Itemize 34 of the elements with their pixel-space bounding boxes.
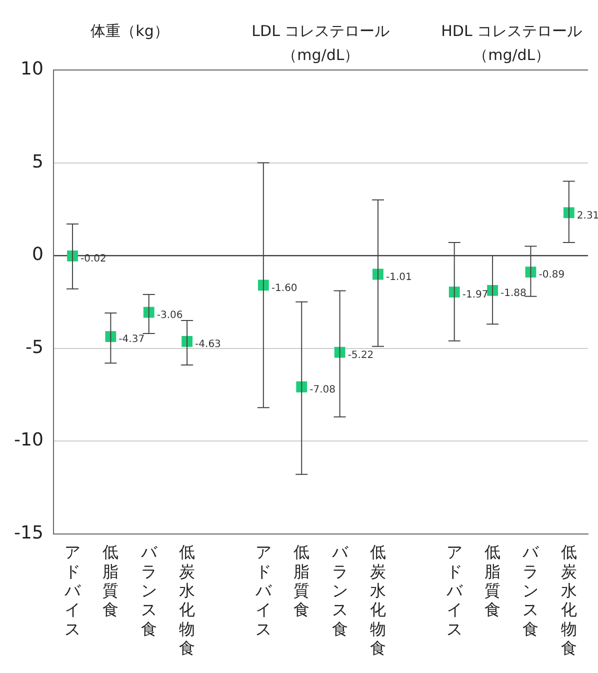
data-label: -1.88 bbox=[500, 288, 526, 299]
x-tick-label: 低脂質食 bbox=[102, 542, 119, 620]
data-label: -4.37 bbox=[118, 334, 145, 346]
data-label: -0.89 bbox=[538, 270, 565, 281]
text: LDL コレステロール（mg/dL） bbox=[252, 22, 390, 64]
x-tick-label: 低炭水化物食 bbox=[179, 542, 196, 658]
data-label: -1.01 bbox=[386, 272, 412, 283]
x-tick-label: アドバイス bbox=[254, 542, 272, 638]
x-tick-label: 低脂質食 bbox=[294, 542, 310, 620]
y-tick-label: -15 bbox=[14, 522, 44, 544]
x-tick-label: バランス食 bbox=[522, 542, 540, 638]
data-label: -0.02 bbox=[80, 253, 106, 264]
data-label: -4.63 bbox=[195, 339, 221, 350]
x-tick-label: 低炭水化物食 bbox=[370, 542, 386, 658]
data-label: 2.31 bbox=[576, 210, 598, 222]
point bbox=[105, 331, 116, 342]
data-label: -7.08 bbox=[310, 384, 336, 396]
y-tick-label: -10 bbox=[14, 430, 44, 451]
x-tick-label: バランス食 bbox=[330, 542, 349, 638]
data-label: -1.60 bbox=[271, 282, 298, 294]
x-tick-label: アドバイス bbox=[63, 542, 82, 638]
x-tick-label: 低炭水化物食 bbox=[560, 542, 577, 658]
data-label: -3.06 bbox=[156, 310, 183, 321]
y-tick-label: 10 bbox=[20, 58, 44, 80]
text: 体重（kg） bbox=[90, 22, 169, 40]
x-tick-label: バランス食 bbox=[140, 542, 158, 638]
y-tick-label: -5 bbox=[25, 336, 44, 358]
x-tick-label: 低脂質食 bbox=[484, 542, 501, 620]
text: HDL コレステロール（mg/dL） bbox=[441, 22, 582, 64]
y-tick-label: 5 bbox=[32, 151, 44, 172]
y-tick-label: 0 bbox=[32, 244, 44, 266]
x-tick-label: アドバイス bbox=[445, 542, 464, 638]
data-label: -1.97 bbox=[462, 290, 488, 301]
data-label: -5.22 bbox=[348, 350, 374, 361]
